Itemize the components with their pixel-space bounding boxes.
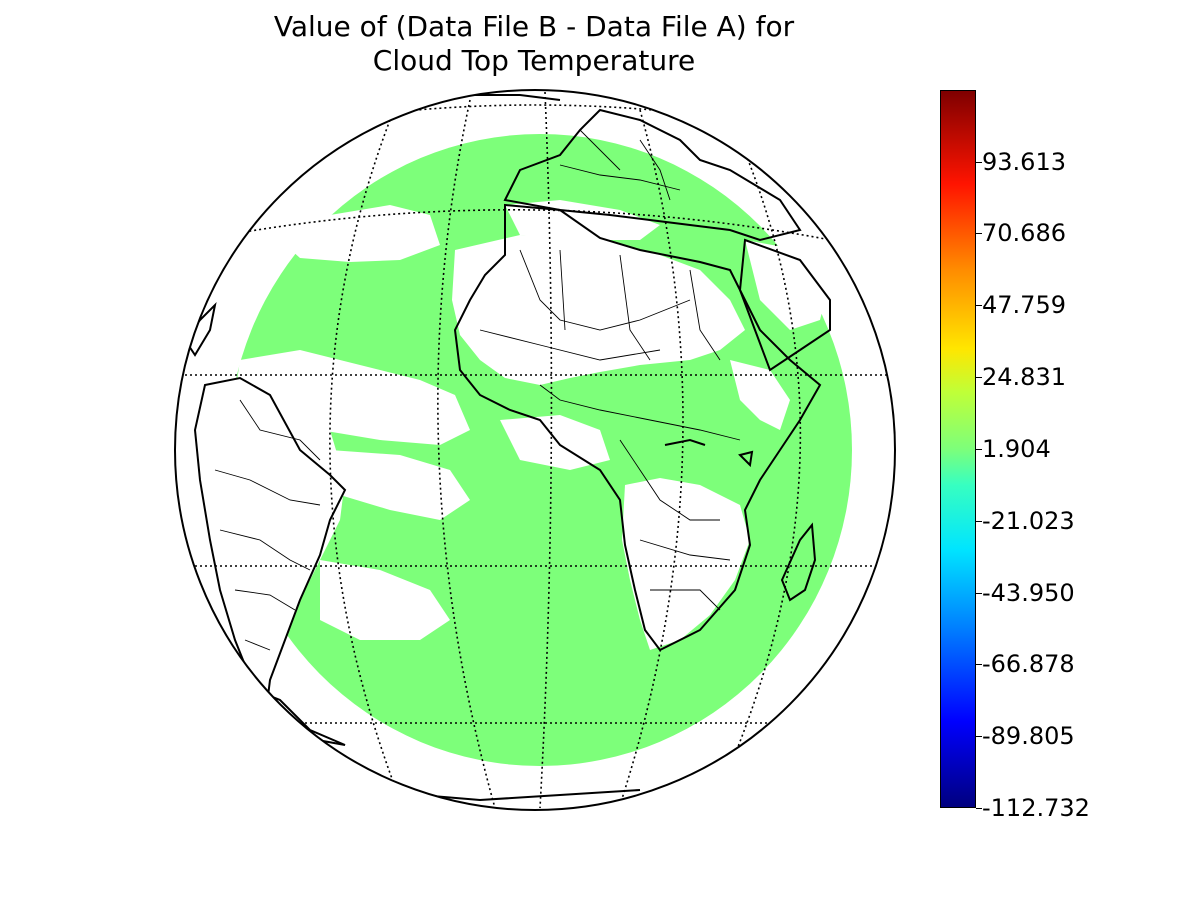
colorbar-tick-mark — [976, 808, 982, 809]
colorbar-tick-mark — [976, 664, 982, 666]
arabia-coast — [738, 238, 831, 372]
meridian-e20 — [619, 109, 684, 806]
colorbar-tick-mark — [976, 592, 982, 594]
colorbar-tick-mark — [976, 736, 982, 738]
africa-coast — [453, 203, 822, 652]
colorbar-tick-mark — [976, 448, 982, 450]
latitude-line-n40 — [199, 209, 881, 251]
colorbar-tick-label: -89.805 — [982, 722, 1075, 751]
colorbar-tick-mark — [976, 161, 982, 163]
colorbar-tick-label: -66.878 — [982, 650, 1075, 679]
meridian-e40 — [719, 139, 802, 791]
colorbar-tick-label: 47.759 — [982, 291, 1066, 320]
lake-victoria — [738, 450, 754, 468]
antarctica-coast — [419, 789, 641, 802]
title-line-1: Value of (Data File B - Data File A) for — [273, 10, 795, 43]
colorbar-tick-label: 1.904 — [982, 434, 1051, 463]
colorbar-tick-label: -21.023 — [982, 506, 1075, 535]
colorbar-tick-mark — [976, 305, 982, 307]
colorbar-tick-mark — [976, 520, 982, 522]
europe-coast — [503, 108, 802, 242]
plot-title: Value of (Data File B - Data File A) for… — [234, 10, 834, 78]
meridian-w20 — [437, 99, 496, 809]
colorbar-tick-mark — [976, 377, 982, 379]
globe-outline — [174, 89, 896, 811]
colorbar-tick-label: 70.686 — [982, 219, 1066, 248]
meridian-w40 — [329, 119, 401, 801]
colorbar-tick-label: 93.613 — [982, 147, 1066, 176]
country-borders — [214, 129, 741, 651]
colorbar — [940, 90, 976, 808]
meridian-0 — [539, 91, 553, 809]
madagascar-coast — [780, 522, 817, 602]
title-line-2: Cloud Top Temperature — [372, 44, 696, 77]
colorbar-tick-label: -112.732 — [982, 794, 1090, 822]
no-data-regions — [195, 200, 830, 720]
colorbar-tick-label: 24.831 — [982, 363, 1066, 392]
colorbar-tick-mark — [976, 233, 982, 235]
colorbar-tick-label: -43.950 — [982, 578, 1075, 607]
congo-river — [664, 438, 706, 446]
